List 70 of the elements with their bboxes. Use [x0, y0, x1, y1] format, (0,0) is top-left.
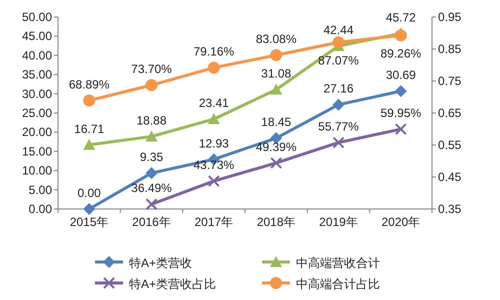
- data-label: 59.95%: [380, 106, 422, 120]
- point: [83, 138, 96, 150]
- data-label: 73.70%: [131, 62, 172, 76]
- y-tick-label: 15.00: [22, 144, 52, 158]
- y-tick-label: 45.00: [22, 29, 52, 44]
- y-tick-label: 25.00: [22, 106, 52, 120]
- data-label: 43.73%: [193, 158, 235, 172]
- point: [270, 84, 282, 95]
- data-label: 45.72: [386, 10, 416, 24]
- y2-tick-label: 0.55: [438, 138, 462, 152]
- data-label: 0.00: [77, 186, 102, 200]
- data-label: 79.16%: [193, 44, 235, 59]
- data-label: 9.35: [140, 150, 164, 164]
- legend-label: 中高端营收合计: [296, 256, 380, 270]
- y-tick-label: 0.00: [28, 202, 52, 216]
- y-tick-label: 20.00: [22, 125, 52, 140]
- point: [146, 130, 158, 142]
- data-label: 87.07%: [318, 53, 360, 68]
- data-label: 68.89%: [68, 78, 110, 92]
- y2-tick-label: 0.95: [438, 10, 462, 24]
- data-label: 42.44: [323, 23, 354, 38]
- point: [394, 29, 407, 42]
- x-tick-label: 2020年: [381, 215, 420, 229]
- data-label: 30.69: [386, 68, 416, 82]
- x-tick-label: 2016年: [132, 215, 171, 229]
- x-tick-label: 2017年: [194, 215, 234, 229]
- data-label: 18.45: [261, 115, 292, 130]
- y2-tick-label: 0.75: [438, 74, 462, 88]
- data-label: 83.08%: [256, 32, 297, 46]
- point: [146, 79, 158, 92]
- y2-tick-label: 0.35: [438, 202, 462, 216]
- point: [83, 94, 96, 107]
- x-tick-label: 2019年: [319, 215, 358, 229]
- y2-tick-label: 0.65: [438, 106, 462, 120]
- data-label: 55.77%: [318, 120, 360, 134]
- data-label: 16.71: [74, 122, 105, 136]
- y-tick-label: 10.00: [22, 164, 52, 178]
- y-tick-label: 35.00: [22, 68, 52, 82]
- y-tick-label: 50.00: [22, 10, 52, 24]
- y-tick-label: 5.00: [28, 182, 52, 197]
- y-tick-label: 40.00: [22, 48, 52, 62]
- point: [270, 49, 282, 62]
- x-tick-label: 2018年: [256, 215, 296, 229]
- data-label: 23.41: [198, 96, 230, 110]
- point: [83, 203, 96, 215]
- point: [332, 136, 344, 149]
- legend-label: 中高端合计占比: [296, 277, 380, 291]
- legend-label: 特A+类营收: [129, 256, 192, 270]
- point: [394, 85, 407, 98]
- y-tick-label: 30.00: [22, 86, 52, 101]
- point: [208, 175, 220, 188]
- data-label: 27.16: [323, 82, 354, 96]
- data-label: 31.08: [261, 66, 292, 81]
- point: [270, 156, 282, 169]
- point: [332, 98, 344, 111]
- point: [146, 167, 158, 180]
- y2-tick-label: 0.85: [438, 42, 462, 56]
- data-label: 89.26%: [380, 46, 422, 60]
- legend-label: 特A+类营收占比: [129, 277, 216, 291]
- data-label: 12.93: [198, 136, 230, 150]
- point: [394, 123, 407, 136]
- data-label: 36.49%: [131, 181, 172, 196]
- point: [146, 198, 158, 210]
- y2-tick-label: 0.45: [438, 170, 462, 184]
- data-label: 18.88: [136, 114, 167, 128]
- data-label: 49.39%: [256, 140, 297, 154]
- x-tick-label: 2015年: [70, 215, 109, 229]
- point: [332, 36, 344, 48]
- point: [208, 62, 220, 74]
- point: [208, 113, 220, 124]
